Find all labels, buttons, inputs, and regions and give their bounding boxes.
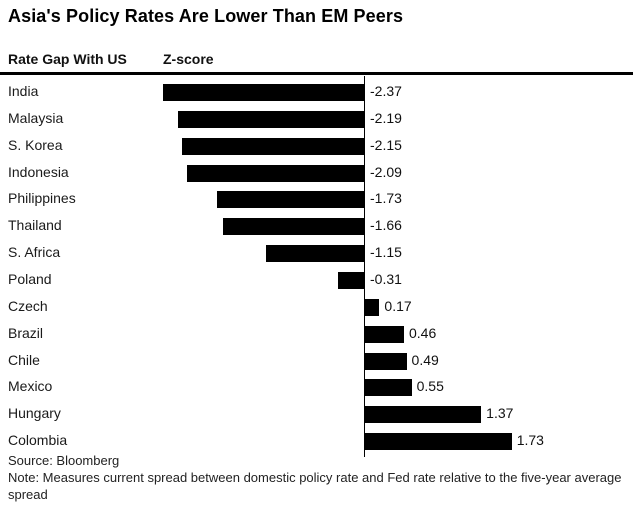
- value-label: -0.31: [370, 270, 402, 287]
- category-label: S. Africa: [8, 244, 61, 261]
- category-label: Indonesia: [8, 163, 69, 180]
- value-label: 0.55: [416, 378, 444, 395]
- bar: [365, 406, 482, 424]
- value-label: 1.73: [516, 432, 544, 449]
- value-label: -2.19: [370, 109, 402, 126]
- bar: [365, 352, 407, 370]
- chart-row: Philippines -1.73: [0, 185, 633, 212]
- category-label: S. Korea: [8, 136, 63, 153]
- value-label: -1.73: [370, 190, 402, 207]
- bar: [217, 191, 364, 209]
- value-label: -2.37: [370, 83, 402, 99]
- category-label: Philippines: [8, 190, 76, 207]
- bar: [365, 433, 512, 451]
- chart-footer: Source: Bloomberg Note: Measures current…: [8, 452, 626, 503]
- bar: [337, 271, 364, 289]
- bar: [178, 110, 364, 128]
- chart-row: Czech 0.17: [0, 293, 633, 320]
- bar: [365, 379, 412, 397]
- chart-row: S. Korea -2.15: [0, 132, 633, 159]
- chart-row: Hungary 1.37: [0, 400, 633, 427]
- chart-row: Mexico 0.55: [0, 373, 633, 400]
- bar: [223, 218, 364, 236]
- category-label: Poland: [8, 270, 52, 287]
- chart-row: India -2.37: [0, 78, 633, 105]
- category-label: Czech: [8, 297, 48, 314]
- value-label: -2.15: [370, 136, 402, 153]
- value-label: 1.37: [486, 405, 514, 422]
- column-header-zscore: Z-score: [163, 51, 214, 67]
- bar: [163, 84, 364, 101]
- source-text: Source: Bloomberg: [8, 453, 120, 468]
- chart-row: Malaysia -2.19: [0, 105, 633, 132]
- zero-axis-line: [364, 76, 365, 457]
- chart-row: S. Africa -1.15: [0, 239, 633, 266]
- bar: [186, 164, 364, 182]
- value-label: -2.09: [370, 163, 402, 180]
- category-label: Thailand: [8, 217, 62, 234]
- header-rule: [0, 72, 633, 75]
- chart-row: Thailand -1.66: [0, 212, 633, 239]
- bar: [365, 298, 380, 316]
- value-label: 0.17: [384, 297, 412, 314]
- category-label: India: [8, 83, 39, 99]
- chart-row: Poland -0.31: [0, 266, 633, 293]
- chart-row: Chile 0.49: [0, 347, 633, 374]
- value-label: -1.15: [370, 244, 402, 261]
- category-label: Brazil: [8, 324, 44, 341]
- chart-row: Indonesia -2.09: [0, 159, 633, 186]
- bar: [266, 245, 364, 263]
- bar: [181, 137, 364, 155]
- category-label: Malaysia: [8, 109, 64, 126]
- category-label: Chile: [8, 351, 40, 368]
- chart-title: Asia's Policy Rates Are Lower Than EM Pe…: [8, 6, 404, 26]
- value-label: -1.66: [370, 217, 402, 234]
- value-label: 0.46: [409, 324, 437, 341]
- column-header-rate-gap: Rate Gap With US: [8, 51, 127, 67]
- category-label: Hungary: [8, 405, 61, 422]
- chart-row: Brazil 0.46: [0, 320, 633, 347]
- chart-row: Colombia 1.73: [0, 427, 633, 454]
- category-label: Colombia: [8, 432, 68, 449]
- category-label: Mexico: [8, 378, 53, 395]
- note-text: Note: Measures current spread between do…: [8, 470, 622, 502]
- bar: [365, 325, 404, 343]
- value-label: 0.49: [411, 351, 439, 368]
